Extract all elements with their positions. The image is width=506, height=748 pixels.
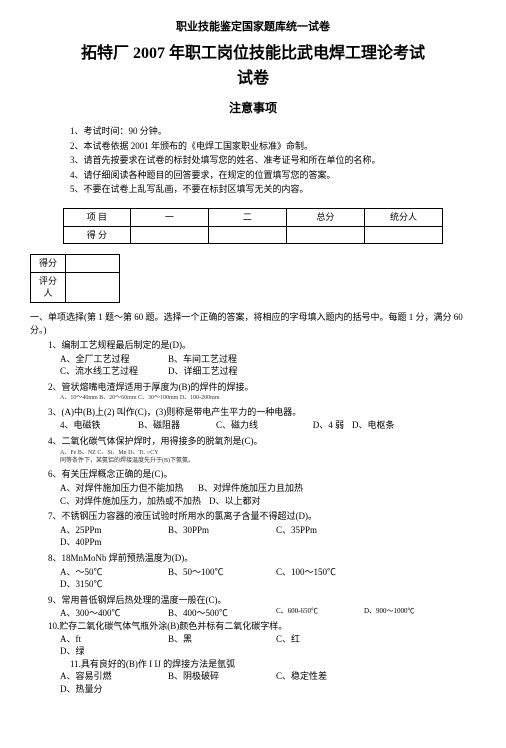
main-title-line2: 试卷 [30,68,476,90]
notice-item: 3、请首先按要求在试卷的标封处填写您的姓名、准考证号和所在单位的名称。 [70,154,476,167]
option: A、ft [60,633,160,646]
question-2-tiny: A、10～40mm B、20～60mm C、30～100mm D、100-200… [60,394,476,402]
side-score-table: 得分 评分人 [30,254,120,303]
option: C、磁力线 [216,419,286,432]
side-cell [66,272,120,302]
option: A、容易引燃 [60,670,160,683]
notice-title: 注意事项 [30,100,476,117]
side-cell [66,255,120,273]
option: C、流水线工艺过程 [60,365,160,378]
question-7: 7、不锈钢压力容器的液压试验时所用水的氯离子含量不得超过(D)。 [48,510,476,523]
option: 4、电磁铁 [60,419,130,432]
question-3: 3、(A)中(B)上(2) 叫作(C)，(3)则称是带电产生平力的一种电器。 [48,406,476,419]
question-8: 8、18MnMoNb 焊前预热温度为(D)。 [48,552,476,565]
option: C、35PPm [276,524,376,537]
header-small-title: 职业技能鉴定国家题库统一试卷 [30,20,476,35]
option: C、600-650℃ [276,607,356,620]
question-11: 11.具有良好的(B)作 I IJ 的焊接方法是氩弧 [70,658,476,671]
option: D、40PPm [60,536,160,549]
options-3: 4、电磁铁 B、磁阻器 C、磁力线 D、4 弱 D、电枢条 [60,419,476,432]
question-5-tiny: 同等条件下，某氨铝的焊接温度先升于(B)下氨氨。 [60,457,476,465]
question-2: 2、管状熔嘴电渣焊适用于厚度为(B)的焊件的焊接。 [48,381,476,394]
question-4: 4、二氧化碳气体保护焊时，用得接多的脱氧剂是(C)。 [48,435,476,448]
option: A、全厂工艺过程 [60,353,160,366]
notice-item: 4、请仔细阅读各种题目的回答要求，在规定的位置填写您的答案。 [70,169,476,182]
option: A、25PPm [60,524,160,537]
notice-list: 1、考试时间：90 分钟。 2、本试卷依据 2001 年颁布的《电焊工国家职业标… [70,125,476,196]
option: B、黑 [168,633,268,646]
options-9: A、300～400℃ B、400～500℃ C、600-650℃ D、900～1… [60,607,476,620]
score-cell [208,226,286,244]
score-header: 统分人 [364,208,442,226]
score-header: 一 [130,208,208,226]
section-header: 一、单项选择(第 1 题～第 60 题。选择一个正确的答案，将相应的字母填入题内… [30,311,476,336]
option: A、对焊件施加压力但不能加热 [60,482,190,495]
question-1: 1、编制工艺规程最后制定的是(D)。 [48,339,476,352]
score-cell [130,226,208,244]
options-1: A、全厂工艺过程 B、车间工艺过程 [60,353,476,366]
options-11: A、容易引燃 B、阴极破碎 C、稳定性差 D、热量分 [60,670,476,695]
options-7: A、25PPm B、30PPm C、35PPm D、40PPm [60,524,476,549]
option: A、300～400℃ [60,607,160,620]
options-8: A、～50℃ B、50～100℃ C、100～150℃ D、3150℃ [60,566,476,591]
score-row-label: 得 分 [64,226,131,244]
option: D、4 弱 [294,419,344,432]
option: B、30PPm [168,524,268,537]
question-10: 10.贮存二氧化碳气体气瓶外涂(B)颜色并标有二氧化碳字样。 [48,620,476,633]
side-label: 评分人 [31,272,66,302]
notice-item: 5、不要在试卷上乱写乱画，不要在标封区填写无关的内容。 [70,183,476,196]
notice-item: 1、考试时间：90 分钟。 [70,125,476,138]
option: D、电枢条 [352,419,402,432]
options-1b: C、流水线工艺过程 D、详细工艺过程 [60,365,476,378]
question-6: 6、有关压焊概念正确的是(C)。 [48,468,476,481]
option: A、～50℃ [60,566,160,579]
option: D、以上都对 [209,495,339,508]
question-9: 9、常用普低钢焊后热处理的温度一般在(C)。 [48,594,476,607]
option: D、热量分 [60,683,160,696]
score-table: 项 目 一 二 总分 统分人 得 分 [63,208,443,244]
option: C、稳定性差 [276,670,376,683]
option: B、车间工艺过程 [168,353,268,366]
option: C、100～150℃ [276,566,376,579]
notice-item: 2、本试卷依据 2001 年颁布的《电焊工国家职业标准》命制。 [70,140,476,153]
option: C、红 [276,633,376,646]
options-6b: C、对焊件施加压力，加热或不加热 D、以上都对 [60,495,476,508]
question-4-tiny: A、Fe B、NZ C、Si、Mn D、Ti. ○CY [60,449,476,457]
main-title-line1: 拓特厂 2007 年职工岗位技能比武电焊工理论考试 [30,43,476,65]
side-label: 得分 [31,255,66,273]
option: B、磁阻器 [138,419,208,432]
option: D、绿 [60,645,160,658]
options-10: A、ft B、黑 C、红 D、绿 [60,633,476,658]
options-6: A、对焊件施加压力但不能加热 B、对焊件施加压力且加热 [60,482,476,495]
option: B、400～500℃ [168,607,268,620]
option: B、对焊件施加压力且加热 [198,482,328,495]
option: B、阴极破碎 [168,670,268,683]
score-header: 二 [208,208,286,226]
option: D、900～1000℃ [364,607,464,620]
option: B、50～100℃ [168,566,268,579]
option: D、详细工艺过程 [168,365,268,378]
option: C、对焊件施加压力，加热或不加热 [60,495,201,508]
score-header: 项 目 [64,208,131,226]
score-cell [286,226,364,244]
option: D、3150℃ [60,578,160,591]
score-header: 总分 [286,208,364,226]
score-cell [364,226,442,244]
